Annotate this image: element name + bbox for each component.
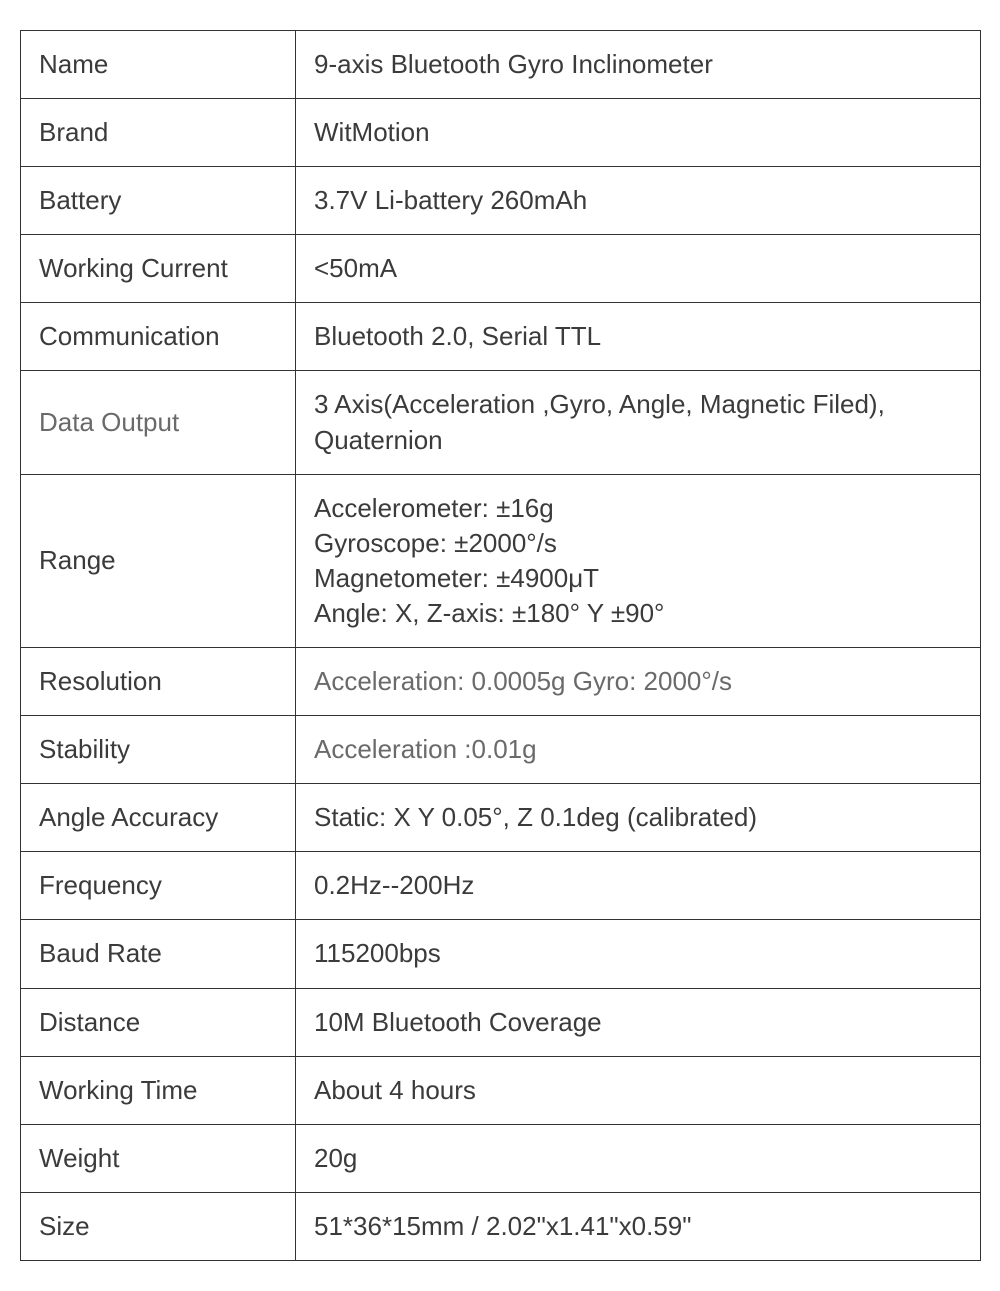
- spec-table-body: Name9-axis Bluetooth Gyro InclinometerBr…: [21, 31, 981, 1261]
- spec-label: Communication: [21, 303, 296, 371]
- table-row: Size51*36*15mm / 2.02"x1.41"x0.59": [21, 1192, 981, 1260]
- spec-label: Baud Rate: [21, 920, 296, 988]
- spec-value: Accelerometer: ±16g Gyroscope: ±2000°/s …: [296, 474, 981, 647]
- spec-value: 20g: [296, 1124, 981, 1192]
- spec-label: Working Time: [21, 1056, 296, 1124]
- spec-label: Range: [21, 474, 296, 647]
- spec-label: Stability: [21, 716, 296, 784]
- spec-value: About 4 hours: [296, 1056, 981, 1124]
- spec-label: Brand: [21, 99, 296, 167]
- spec-value: 3.7V Li-battery 260mAh: [296, 167, 981, 235]
- spec-value: Acceleration :0.01g: [296, 716, 981, 784]
- spec-label: Frequency: [21, 852, 296, 920]
- spec-label: Angle Accuracy: [21, 784, 296, 852]
- spec-label: Name: [21, 31, 296, 99]
- spec-value: 115200bps: [296, 920, 981, 988]
- table-row: ResolutionAcceleration: 0.0005g Gyro: 20…: [21, 648, 981, 716]
- spec-value: Acceleration: 0.0005g Gyro: 2000°/s: [296, 648, 981, 716]
- spec-label: Battery: [21, 167, 296, 235]
- spec-label: Weight: [21, 1124, 296, 1192]
- spec-label: Data Output: [21, 371, 296, 474]
- spec-value: 3 Axis(Acceleration ,Gyro, Angle, Magnet…: [296, 371, 981, 474]
- table-row: Name9-axis Bluetooth Gyro Inclinometer: [21, 31, 981, 99]
- spec-value: Bluetooth 2.0, Serial TTL: [296, 303, 981, 371]
- spec-value: 9-axis Bluetooth Gyro Inclinometer: [296, 31, 981, 99]
- table-row: Working Current<50mA: [21, 235, 981, 303]
- table-row: Angle AccuracyStatic: X Y 0.05°, Z 0.1de…: [21, 784, 981, 852]
- spec-label: Resolution: [21, 648, 296, 716]
- spec-value: 10M Bluetooth Coverage: [296, 988, 981, 1056]
- spec-value: 51*36*15mm / 2.02"x1.41"x0.59": [296, 1192, 981, 1260]
- table-row: Data Output3 Axis(Acceleration ,Gyro, An…: [21, 371, 981, 474]
- table-row: Communication Bluetooth 2.0, Serial TTL: [21, 303, 981, 371]
- table-row: Baud Rate115200bps: [21, 920, 981, 988]
- spec-table: Name9-axis Bluetooth Gyro InclinometerBr…: [20, 30, 981, 1261]
- spec-value: Static: X Y 0.05°, Z 0.1deg (calibrated): [296, 784, 981, 852]
- spec-value: <50mA: [296, 235, 981, 303]
- spec-value: 0.2Hz--200Hz: [296, 852, 981, 920]
- spec-label: Size: [21, 1192, 296, 1260]
- table-row: Weight20g: [21, 1124, 981, 1192]
- spec-value: WitMotion: [296, 99, 981, 167]
- table-row: Working TimeAbout 4 hours: [21, 1056, 981, 1124]
- table-row: StabilityAcceleration :0.01g: [21, 716, 981, 784]
- table-row: Distance10M Bluetooth Coverage: [21, 988, 981, 1056]
- table-row: Battery3.7V Li-battery 260mAh: [21, 167, 981, 235]
- table-row: Frequency0.2Hz--200Hz: [21, 852, 981, 920]
- table-row: RangeAccelerometer: ±16g Gyroscope: ±200…: [21, 474, 981, 647]
- spec-label: Distance: [21, 988, 296, 1056]
- spec-label: Working Current: [21, 235, 296, 303]
- table-row: BrandWitMotion: [21, 99, 981, 167]
